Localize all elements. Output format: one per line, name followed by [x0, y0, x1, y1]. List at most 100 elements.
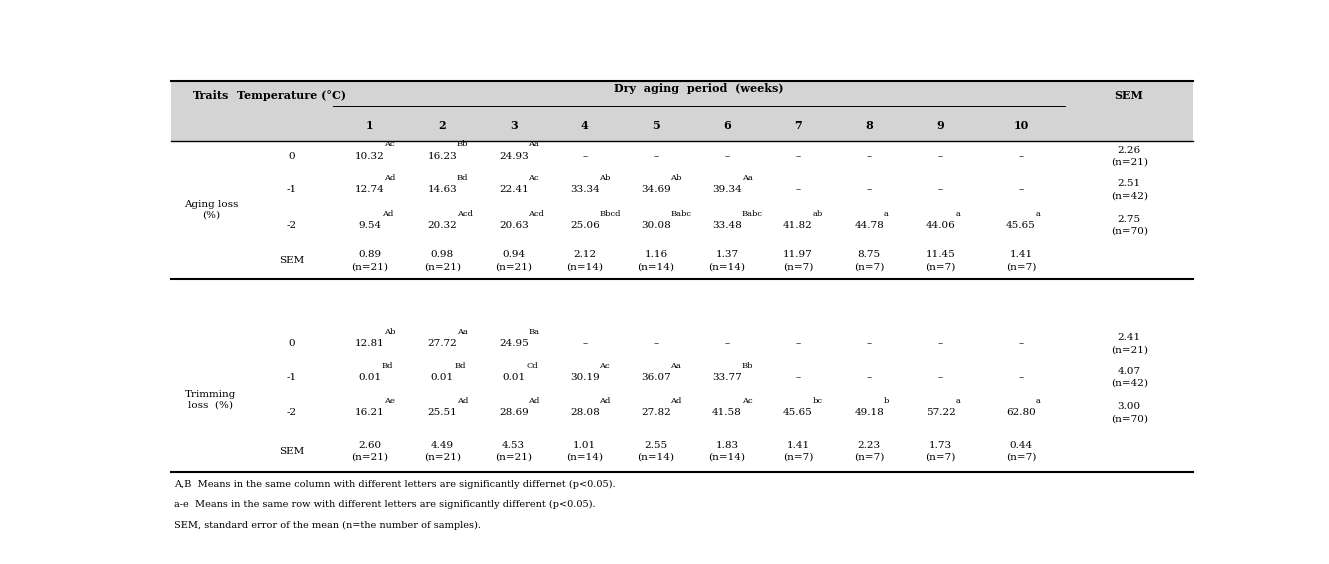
Text: –: – — [654, 152, 658, 161]
Text: 22.41: 22.41 — [498, 185, 529, 194]
Text: –: – — [724, 152, 730, 161]
Text: 34.69: 34.69 — [641, 185, 671, 194]
Text: 27.72: 27.72 — [428, 340, 457, 349]
Text: 3.00
(n=70): 3.00 (n=70) — [1111, 402, 1148, 424]
Text: SEM: SEM — [1115, 90, 1143, 102]
Text: 45.65: 45.65 — [783, 408, 813, 417]
Text: 20.63: 20.63 — [498, 221, 529, 230]
Text: Ab: Ab — [384, 328, 396, 336]
Text: bc: bc — [812, 397, 823, 405]
Text: a-e  Means in the same row with different letters are significantly different (p: a-e Means in the same row with different… — [174, 500, 595, 509]
Text: Babc: Babc — [742, 209, 763, 218]
Text: 28.08: 28.08 — [570, 408, 599, 417]
Text: ab: ab — [812, 209, 823, 218]
Text: Ac: Ac — [384, 140, 395, 148]
Text: –: – — [795, 340, 800, 349]
Text: Aa: Aa — [742, 174, 752, 182]
Text: 0: 0 — [288, 152, 295, 161]
Bar — [171, 140, 1193, 472]
Text: –: – — [867, 152, 872, 161]
Text: 44.78: 44.78 — [855, 221, 884, 230]
Text: Aging loss
(%): Aging loss (%) — [183, 200, 238, 219]
Text: –: – — [724, 340, 730, 349]
Text: 62.80: 62.80 — [1006, 408, 1035, 417]
Text: Acd: Acd — [529, 209, 545, 218]
Text: 33.34: 33.34 — [570, 185, 599, 194]
Text: –: – — [867, 340, 872, 349]
Text: –: – — [1018, 152, 1023, 161]
Text: SEM: SEM — [279, 447, 304, 456]
Text: –: – — [1018, 373, 1023, 382]
Text: -1: -1 — [287, 373, 296, 382]
Text: Ad: Ad — [457, 397, 468, 405]
Text: 25.06: 25.06 — [570, 221, 599, 230]
Bar — [171, 81, 1193, 140]
Text: 2.60
(n=21): 2.60 (n=21) — [351, 440, 388, 462]
Text: 12.74: 12.74 — [355, 185, 384, 194]
Text: 27.82: 27.82 — [641, 408, 671, 417]
Text: 28.69: 28.69 — [498, 408, 529, 417]
Text: 2: 2 — [439, 120, 447, 131]
Text: –: – — [795, 152, 800, 161]
Text: –: – — [938, 152, 944, 161]
Text: 1.83
(n=14): 1.83 (n=14) — [708, 440, 746, 462]
Text: -2: -2 — [287, 408, 296, 417]
Text: 0.01: 0.01 — [358, 373, 381, 382]
Text: 36.07: 36.07 — [641, 373, 671, 382]
Text: 2.23
(n=7): 2.23 (n=7) — [855, 440, 884, 462]
Text: –: – — [867, 373, 872, 382]
Text: 1: 1 — [365, 120, 373, 131]
Text: Bbcd: Bbcd — [599, 209, 621, 218]
Text: 0.01: 0.01 — [431, 373, 453, 382]
Text: 8.75
(n=7): 8.75 (n=7) — [855, 250, 884, 271]
Text: –: – — [938, 373, 944, 382]
Text: 0.94
(n=21): 0.94 (n=21) — [496, 250, 532, 271]
Text: Ad: Ad — [599, 397, 611, 405]
Text: Ad: Ad — [671, 397, 682, 405]
Text: a: a — [1035, 209, 1041, 218]
Text: 4: 4 — [581, 120, 589, 131]
Text: –: – — [938, 340, 944, 349]
Text: A,B  Means in the same column with different letters are significantly differnet: A,B Means in the same column with differ… — [174, 479, 615, 488]
Text: 4.49
(n=21): 4.49 (n=21) — [424, 440, 461, 462]
Text: 20.32: 20.32 — [428, 221, 457, 230]
Text: 4.53
(n=21): 4.53 (n=21) — [496, 440, 532, 462]
Text: Ba: Ba — [529, 328, 540, 336]
Text: Aa: Aa — [671, 362, 682, 369]
Text: Bb: Bb — [742, 362, 754, 369]
Text: SEM, standard error of the mean (n=the number of samples).: SEM, standard error of the mean (n=the n… — [174, 521, 481, 530]
Text: 45.65: 45.65 — [1006, 221, 1035, 230]
Text: 11.97
(n=7): 11.97 (n=7) — [783, 250, 813, 271]
Text: 2.51
(n=42): 2.51 (n=42) — [1111, 179, 1148, 200]
Text: –: – — [795, 373, 800, 382]
Text: Ac: Ac — [529, 174, 540, 182]
Text: 12.81: 12.81 — [355, 340, 384, 349]
Text: a: a — [884, 209, 889, 218]
Text: Babc: Babc — [671, 209, 691, 218]
Text: -1: -1 — [287, 185, 296, 194]
Text: 49.18: 49.18 — [855, 408, 884, 417]
Text: a: a — [956, 209, 960, 218]
Text: 1.37
(n=14): 1.37 (n=14) — [708, 250, 746, 271]
Text: 7: 7 — [795, 120, 801, 131]
Text: 1.73
(n=7): 1.73 (n=7) — [925, 440, 956, 462]
Text: 2.41
(n=21): 2.41 (n=21) — [1111, 333, 1148, 354]
Text: 0.98
(n=21): 0.98 (n=21) — [424, 250, 461, 271]
Text: 0.01: 0.01 — [502, 373, 525, 382]
Text: 5: 5 — [653, 120, 659, 131]
Text: 33.48: 33.48 — [712, 221, 742, 230]
Text: Temperature (°C): Temperature (°C) — [238, 90, 347, 102]
Text: 16.23: 16.23 — [428, 152, 457, 161]
Text: 1.16
(n=14): 1.16 (n=14) — [638, 250, 674, 271]
Text: 2.55
(n=14): 2.55 (n=14) — [638, 440, 674, 462]
Text: SEM: SEM — [279, 257, 304, 266]
Text: 30.08: 30.08 — [641, 221, 671, 230]
Text: 9: 9 — [937, 120, 945, 131]
Text: Bd: Bd — [457, 174, 468, 182]
Text: 1.41
(n=7): 1.41 (n=7) — [783, 440, 813, 462]
Text: Acd: Acd — [457, 209, 473, 218]
Text: Ad: Ad — [529, 397, 540, 405]
Text: Ab: Ab — [599, 174, 611, 182]
Text: Trimming
loss  (%): Trimming loss (%) — [185, 390, 237, 409]
Text: 14.63: 14.63 — [428, 185, 457, 194]
